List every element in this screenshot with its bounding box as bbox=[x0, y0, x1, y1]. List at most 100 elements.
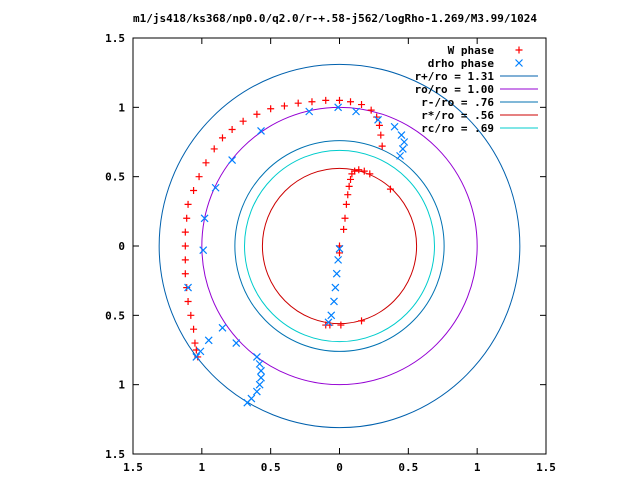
y-tick-label: 1.5 bbox=[105, 32, 125, 45]
w-phase-point bbox=[218, 134, 226, 142]
w-phase-point bbox=[190, 325, 198, 333]
w-phase-point bbox=[367, 106, 375, 114]
x-tick-label: 1 bbox=[199, 461, 206, 474]
legend-label: r*/ro = .56 bbox=[421, 109, 494, 122]
drho-phase-point bbox=[204, 336, 213, 345]
legend-marker bbox=[515, 46, 523, 54]
drho-phase-point bbox=[257, 126, 265, 135]
x-tick-label: 0 bbox=[336, 461, 343, 474]
drho-phase-point bbox=[334, 255, 343, 264]
y-tick-label: 0.5 bbox=[105, 309, 125, 322]
w-phase-point bbox=[366, 170, 374, 178]
w-phase-point bbox=[386, 185, 394, 193]
drho-phase-point bbox=[334, 103, 343, 112]
drho-phase-point bbox=[192, 353, 201, 361]
drho-phase-point bbox=[330, 297, 338, 306]
y-tick-label: 0 bbox=[118, 240, 125, 253]
y-tick-label: 1 bbox=[118, 379, 125, 392]
x-tick-label: 1.5 bbox=[123, 461, 143, 474]
drho-phase-point bbox=[400, 138, 409, 146]
legend-label: r-/ro = .76 bbox=[421, 96, 494, 109]
w-phase-point bbox=[375, 121, 383, 129]
drho-phase-point bbox=[255, 359, 264, 368]
w-phase-point bbox=[183, 214, 191, 222]
w-phase-point bbox=[190, 187, 198, 195]
x-tick-label: 0.5 bbox=[261, 461, 281, 474]
w-phase-point bbox=[267, 105, 275, 113]
w-phase-point bbox=[191, 339, 199, 347]
w-phase-point bbox=[336, 249, 343, 257]
legend-label: W phase bbox=[448, 44, 495, 57]
drho-phase-point bbox=[255, 380, 264, 389]
w-phase-point bbox=[183, 284, 191, 292]
drho-phase-point bbox=[332, 269, 341, 278]
w-phase-point bbox=[336, 96, 343, 104]
circle-1 bbox=[201, 106, 478, 386]
w-phase-point bbox=[344, 191, 352, 199]
w-phase-point bbox=[345, 182, 353, 190]
x-tick-label: 1 bbox=[474, 461, 481, 474]
legend-label: ro/ro = 1.00 bbox=[415, 83, 494, 96]
w-phase-point bbox=[195, 173, 203, 181]
w-phase-point bbox=[340, 225, 348, 233]
w-phase-point bbox=[184, 297, 192, 305]
drho-phase-point bbox=[305, 107, 314, 116]
w-phase-point bbox=[280, 102, 288, 110]
legend-label: drho phase bbox=[428, 57, 495, 70]
drho-phase-point bbox=[397, 131, 406, 139]
drho-phase-point bbox=[390, 122, 399, 131]
w-phase-point bbox=[373, 113, 381, 121]
x-tick-label: 1.5 bbox=[536, 461, 556, 474]
circle-0_56 bbox=[261, 167, 418, 325]
reference-circles bbox=[158, 63, 521, 429]
x-axis: 1.5 1 0.5 0 0.5 1 1.5 bbox=[123, 38, 556, 474]
data-points bbox=[181, 96, 409, 407]
w-phase-point bbox=[308, 98, 316, 106]
x-tick-label: 0.5 bbox=[398, 461, 418, 474]
circle-1_31 bbox=[158, 63, 521, 429]
w-phase-point bbox=[358, 317, 366, 325]
drho-phase-point bbox=[374, 115, 382, 124]
y-axis: 1.5 1 0.5 0 0.5 1 1.5 bbox=[105, 32, 546, 461]
w-phase-point bbox=[181, 228, 189, 236]
w-phase-point bbox=[347, 98, 355, 106]
drho-phase-point bbox=[252, 387, 261, 396]
w-phase-point bbox=[337, 321, 345, 329]
drho-phase-point bbox=[232, 339, 241, 347]
legend-label: r+/ro = 1.31 bbox=[415, 70, 495, 83]
drho-phase-point bbox=[218, 323, 227, 332]
drho-phase-point bbox=[243, 398, 252, 407]
w-phase-point bbox=[253, 110, 261, 118]
drho-phase-point bbox=[396, 151, 404, 160]
drho-phase-point bbox=[228, 156, 237, 164]
circle-0_69 bbox=[244, 149, 435, 343]
drho-phase-point bbox=[331, 283, 340, 292]
drho-phase-point bbox=[257, 373, 265, 382]
drho-phase-point bbox=[324, 318, 333, 327]
w-phase-point bbox=[202, 159, 210, 167]
w-phase-point bbox=[326, 321, 334, 329]
drho-phase-point bbox=[335, 244, 344, 253]
y-tick-label: 1 bbox=[118, 101, 125, 114]
w-phase-point bbox=[181, 270, 189, 278]
w-phase-point bbox=[184, 200, 192, 208]
y-tick-label: 1.5 bbox=[105, 448, 125, 461]
w-phase-point bbox=[228, 126, 236, 134]
w-phase-point bbox=[341, 214, 349, 222]
w-phase-point bbox=[360, 167, 368, 175]
drho-phase-point bbox=[327, 311, 336, 320]
w-phase-point bbox=[347, 175, 355, 183]
circle-0_76 bbox=[234, 140, 445, 352]
w-phase-point bbox=[351, 167, 359, 175]
legend-label: rc/ro = .69 bbox=[421, 122, 494, 135]
chart-title: m1/js418/ks368/np0.0/q2.0/r-+.58-j562/lo… bbox=[133, 12, 537, 25]
w-phase-point bbox=[358, 101, 366, 109]
w-phase-point bbox=[377, 131, 385, 139]
w-phase-point bbox=[181, 242, 189, 250]
w-phase-point bbox=[322, 96, 330, 104]
w-phase-point bbox=[187, 311, 195, 319]
legend-marker bbox=[515, 59, 523, 67]
drho-phase-point bbox=[352, 107, 360, 116]
